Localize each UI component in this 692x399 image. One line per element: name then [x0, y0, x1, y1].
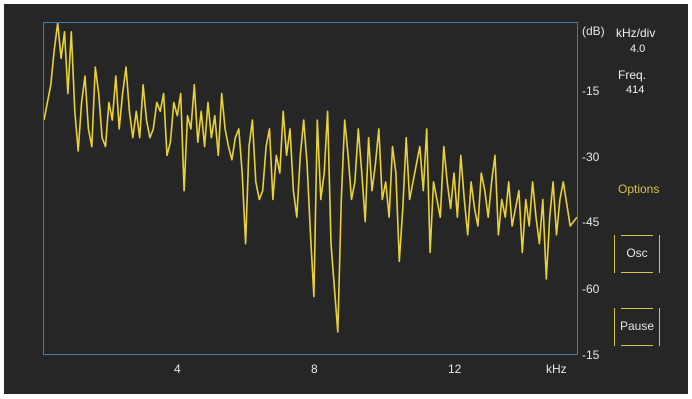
- pause-button[interactable]: Pause: [614, 308, 660, 346]
- x-tick-label: 8: [311, 362, 318, 376]
- spectrum-analyzer-screen: (dB) -15 -30 -45 -60 -15 4 8 12 kHz kHz/…: [4, 4, 688, 394]
- y-unit-label: (dB): [582, 24, 605, 38]
- options-label: Options: [618, 182, 660, 196]
- spectrum-trace-svg: [44, 23, 577, 333]
- y-tick-label: -45: [582, 215, 600, 229]
- y-tick-label: -60: [582, 282, 600, 296]
- khz-per-div-label: kHz/div: [616, 26, 656, 40]
- spectrum-plot-area: [43, 22, 578, 355]
- osc-button[interactable]: Osc: [614, 235, 660, 273]
- khz-per-div-value: 4.0: [630, 43, 646, 55]
- x-unit-label: kHz: [546, 362, 567, 376]
- freq-value: 414: [626, 84, 645, 96]
- y-tick-label: -30: [582, 150, 600, 164]
- osc-button-label: Osc: [626, 246, 648, 260]
- y-tick-label: -15: [582, 348, 600, 362]
- x-tick-label: 12: [448, 362, 462, 376]
- pause-button-label: Pause: [619, 319, 655, 333]
- x-tick-label: 4: [174, 362, 181, 376]
- freq-label: Freq.: [618, 68, 647, 82]
- y-tick-label: -15: [582, 84, 600, 98]
- spectrum-trace-line: [44, 23, 577, 333]
